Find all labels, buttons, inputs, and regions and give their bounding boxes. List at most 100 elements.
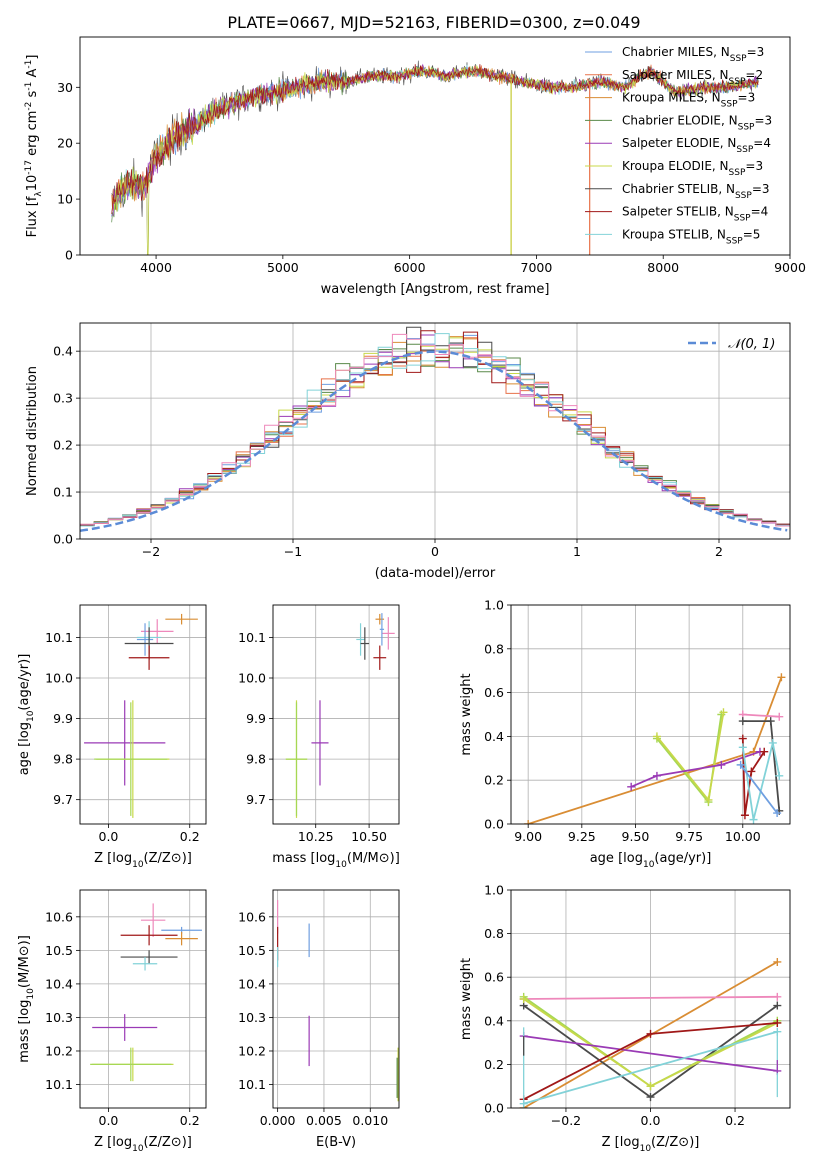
- x-axis-label: age [log10(age/yr)]: [590, 851, 712, 870]
- y-axis-label: mass [log10(M/M⊙)]: [17, 935, 36, 1063]
- y-tick-label: 9.9: [53, 711, 73, 726]
- axes-frame: [510, 604, 791, 825]
- mass-weight-marker: [719, 708, 728, 717]
- plot-area: [111, 60, 759, 255]
- legend-label: Chabrier MILES, NSSP=3: [622, 45, 764, 64]
- mass-weight-line: [523, 995, 778, 1000]
- mass-weight-marker: [652, 771, 661, 780]
- y-tick-label: 10.4: [45, 976, 73, 991]
- mass-weight-marker: [775, 771, 784, 780]
- x-tick-label: 0.2: [180, 1113, 200, 1128]
- figure-title: PLATE=0667, MJD=52163, FIBERID=0300, z=0…: [227, 13, 640, 32]
- legend-label: Chabrier STELIB, NSSP=3: [622, 182, 770, 201]
- x-tick-label: 0.0: [99, 829, 119, 844]
- y-axis-label: Normed distribution: [25, 366, 40, 496]
- x-tick-label: 8000: [647, 260, 679, 275]
- mass-weight-line: [523, 1030, 778, 1105]
- x-tick-label: 0.0: [99, 1113, 119, 1128]
- legend-label: Kroupa MILES, NSSP=3: [622, 91, 755, 110]
- x-axis-label: Z [log10(Z/Z⊙)]: [94, 1135, 192, 1154]
- x-tick-label: 1: [573, 544, 581, 559]
- y-tick-label: 0.1: [53, 485, 73, 500]
- axes-frame: [79, 889, 207, 1109]
- plot-area: [84, 613, 198, 818]
- y-tick-label: 10.1: [238, 1077, 266, 1092]
- y-tick-label: 9.8: [246, 752, 266, 767]
- mass-weight-marker: [777, 673, 786, 682]
- y-tick-label: 10.2: [238, 1043, 266, 1058]
- mass-weight-marker: [773, 809, 782, 818]
- mass-weight-line: [742, 713, 780, 718]
- mass-weight-marker: [627, 782, 636, 791]
- mass-vs-metallicity-panel: 0.0 0.2 10.1 10.2 10.3 10.4 10.5 10.6 Z [log10(Z…: [17, 889, 207, 1154]
- x-tick-label: 9.25: [568, 829, 596, 844]
- y-tick-label: 10.2: [45, 1043, 73, 1058]
- mass-weight-vs-age-panel: 9.00 9.25 9.50 9.75 10.00 0.0 0.2 0.4 0.6 0.8 1.0 a…: [459, 598, 791, 870]
- mass-weight-marker: [717, 760, 726, 769]
- y-tick-label: 0.2: [484, 773, 504, 788]
- x-tick-label: 10.00: [725, 829, 761, 844]
- x-tick-label: 5000: [267, 260, 299, 275]
- y-axis-label: Flux [fλ10-17 erg cm-2 s-1 A-1]: [24, 55, 44, 238]
- mass-weight-marker: [524, 820, 533, 824]
- y-tick-label: 10.3: [238, 1010, 266, 1025]
- x-tick-label: 10.50: [351, 829, 387, 844]
- y-tick-label: 10.1: [45, 1077, 73, 1092]
- normal-legend-label: 𝒩(0, 1): [728, 337, 775, 352]
- legend-label: Salpeter MILES, NSSP=2: [622, 68, 763, 87]
- mass-weight-line: [739, 764, 778, 814]
- x-tick-label: −0.2: [551, 1113, 581, 1128]
- mass-weight-marker: [773, 1018, 782, 1027]
- mass-weight-marker: [773, 957, 782, 966]
- x-axis-label: Z [log10(Z/Z⊙)]: [602, 1135, 700, 1154]
- mass-weight-marker: [652, 732, 661, 741]
- y-tick-label: 0.6: [484, 685, 504, 700]
- spectrum-line: [111, 64, 759, 215]
- y-tick-label: 0.4: [53, 344, 73, 359]
- x-tick-label: 0.005: [306, 1113, 342, 1128]
- y-tick-label: 10.0: [238, 671, 266, 686]
- plot-area: [519, 957, 782, 1108]
- y-tick-label: 1.0: [484, 883, 504, 898]
- x-tick-label: 2: [715, 544, 723, 559]
- residuals-panel: −2 −1 0 1 2 0.0 0.1 0.2 0.3 0.4 (data-model)/error…: [25, 322, 791, 581]
- y-tick-label: 9.8: [53, 752, 73, 767]
- y-tick-label: 0.0: [53, 532, 73, 547]
- plot-area: [277, 900, 399, 1102]
- axes-frame: [79, 322, 791, 540]
- y-tick-label: 9.7: [53, 792, 73, 807]
- age-vs-mass-panel: 10.25 10.50 9.7 9.8 9.9 10.0 10.1 mass [log10(M…: [238, 604, 400, 870]
- spectrum-legend: Chabrier MILES, NSSP=3 Salpeter MILES, NS…: [585, 45, 772, 246]
- mass-weight-marker: [738, 743, 747, 752]
- x-axis-label: wavelength [Angstrom, rest frame]: [321, 282, 550, 297]
- mass-weight-marker: [646, 1082, 655, 1091]
- y-tick-label: 10.1: [238, 630, 266, 645]
- x-axis-label: (data-model)/error: [375, 566, 496, 581]
- axes-frame: [79, 36, 791, 256]
- y-tick-label: 1.0: [484, 598, 504, 613]
- x-axis-label: Z [log10(Z/Z⊙)]: [94, 851, 192, 870]
- mass-weight-line: [741, 738, 765, 816]
- mass-vs-ebv-panel: 0.000 0.005 0.010 10.1 10.2 10.3 10.4 10.5 10.6 E…: [238, 889, 400, 1150]
- mass-weight-marker: [740, 811, 749, 820]
- mass-weight-marker: [736, 760, 745, 769]
- mass-weight-vs-metallicity-panel: −0.2 0.0 0.2 0.0 0.2 0.4 0.6 0.8 1.0 Z [log10(Z/Z…: [459, 883, 791, 1154]
- y-tick-label: 10.1: [45, 630, 73, 645]
- mass-weight-marker: [747, 767, 756, 776]
- x-tick-label: 0.000: [260, 1113, 296, 1128]
- plot-area: [285, 613, 395, 818]
- legend-label: Kroupa ELODIE, NSSP=3: [622, 159, 763, 178]
- axes-frame: [272, 889, 400, 1109]
- y-tick-label: 10.6: [238, 909, 266, 924]
- axes-frame: [272, 604, 400, 825]
- mass-weight-marker: [760, 747, 769, 756]
- age-vs-metallicity-panel: 0.0 0.2 9.7 9.8 9.9 10.0 10.1 Z [log10(Z/Z⊙)] ag…: [17, 604, 207, 870]
- mass-weight-marker: [646, 1093, 655, 1102]
- x-tick-label: 7000: [521, 260, 553, 275]
- mass-weight-marker: [773, 1001, 782, 1010]
- y-tick-label: 10.4: [238, 976, 266, 991]
- mass-weight-marker: [749, 815, 758, 824]
- legend-label: Kroupa STELIB, NSSP=5: [622, 227, 760, 246]
- mass-weight-marker: [766, 717, 775, 726]
- axes-frame: [510, 889, 791, 1109]
